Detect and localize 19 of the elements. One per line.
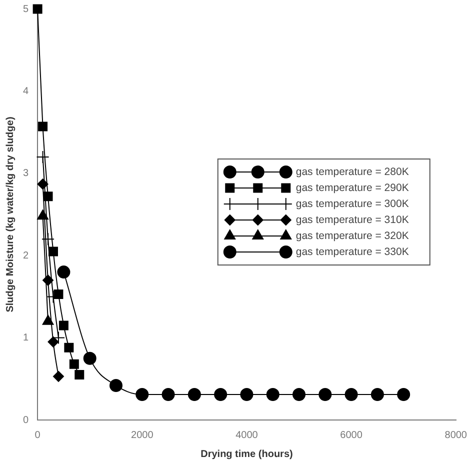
x-tick-label: 6000 — [340, 430, 363, 441]
legend-label: gas temperature = 310K — [296, 214, 409, 226]
y-tick-label: 1 — [23, 332, 29, 344]
x-axis-title: Drying time (hours) — [200, 448, 293, 460]
y-tick-label: 2 — [23, 250, 29, 262]
legend-label: gas temperature = 320K — [296, 230, 409, 242]
x-tick-label: 4000 — [236, 430, 258, 441]
x-tick-label: 0 — [34, 430, 41, 441]
y-tick-label: 3 — [23, 168, 29, 180]
y-tick-label: 0 — [23, 414, 29, 426]
legend-label: gas temperature = 330K — [296, 246, 409, 258]
x-tick-label: 8000 — [444, 430, 468, 441]
legend-label: gas temperature = 280K — [296, 166, 409, 178]
y-axis-title: Sludge Moisture (kg water/kg dry sludge) — [4, 116, 16, 312]
y-tick-label: 5 — [23, 4, 29, 15]
y-tick-label: 4 — [23, 86, 29, 97]
x-tick-label: 2000 — [131, 430, 154, 441]
legend-label: gas temperature = 300K — [296, 198, 409, 210]
legend-label: gas temperature = 290K — [296, 182, 409, 194]
